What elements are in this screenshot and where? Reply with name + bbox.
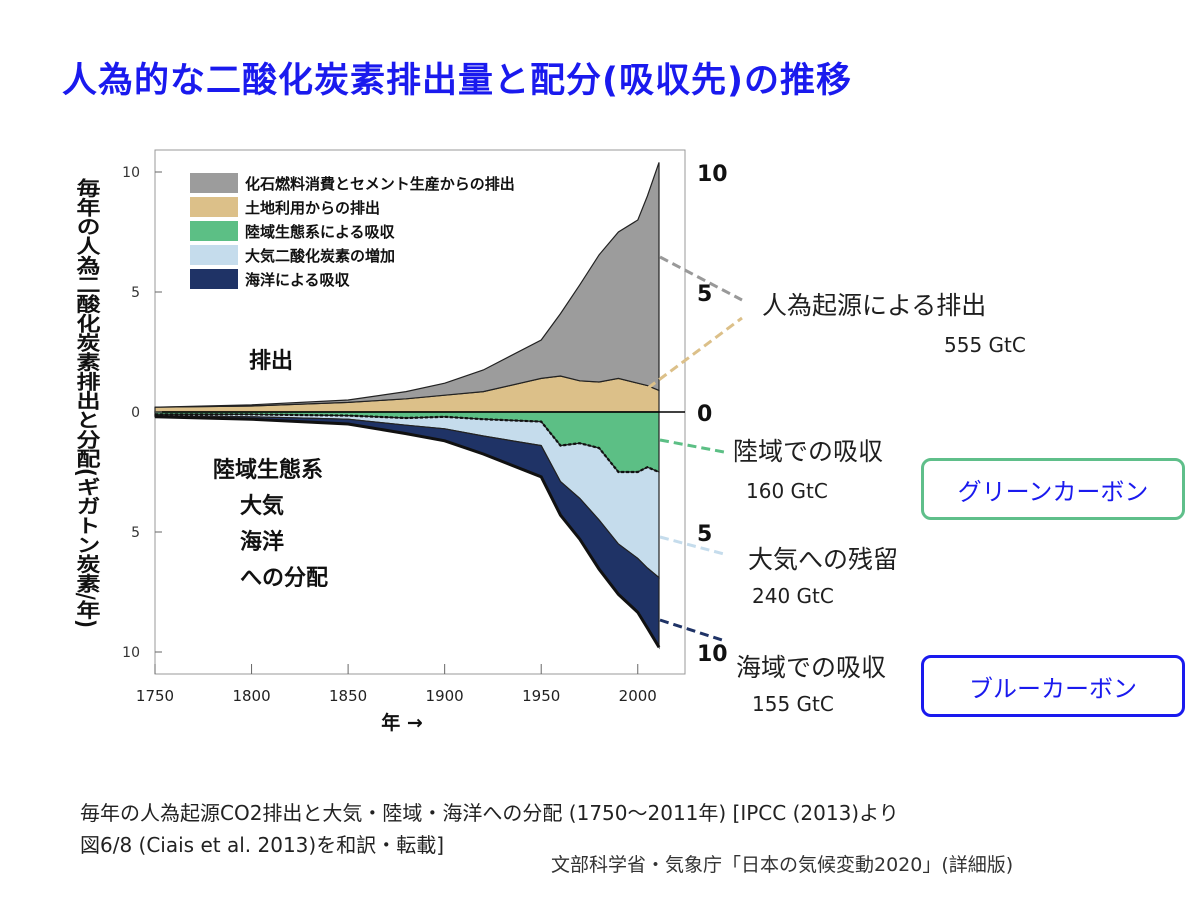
x-tick-label: 1750 — [136, 687, 174, 705]
legend-swatch — [190, 197, 238, 217]
y-tick-label-right: 0 — [697, 402, 712, 427]
fossil-stack-area — [154, 162, 660, 408]
legend-label: 大気二酸化炭素の増加 — [245, 247, 395, 265]
y-tick-label-left: 0 — [131, 405, 140, 421]
allocation-region-label: 大気 — [240, 493, 284, 519]
annotation-land-label: 陸域での吸収 — [733, 437, 884, 466]
annotation-emission-value: 555 GtC — [944, 333, 1026, 357]
legend-label: 土地利用からの排出 — [245, 199, 380, 217]
y-tick-label-left: 5 — [131, 525, 140, 541]
y-tick-label-right: 10 — [697, 642, 728, 667]
leader-landuse — [647, 316, 743, 390]
y-tick-label-left: 10 — [122, 645, 140, 661]
figure-caption: 毎年の人為起源CO2排出と大気・陸域・海洋への分配 (1750〜2011年) [… — [80, 797, 899, 861]
leader-land-sink — [659, 438, 725, 454]
allocation-region-label: への分配 — [240, 566, 328, 591]
y-tick-label-right: 10 — [697, 162, 728, 187]
x-tick-label: 1850 — [329, 687, 367, 705]
leader-ocean — [659, 618, 723, 642]
y-tick-label-right: 5 — [697, 282, 712, 307]
legend-label: 陸域生態系による吸収 — [245, 223, 396, 241]
allocation-region-label: 陸域生態系 — [213, 457, 323, 483]
annotation-land-value: 160 GtC — [746, 479, 828, 503]
legend-swatch — [190, 221, 238, 241]
caption-line-1: 毎年の人為起源CO2排出と大気・陸域・海洋への分配 (1750〜2011年) [… — [80, 801, 899, 825]
y-axis-label: 毎年の人為二酸化炭素排出と分配(ギガトン炭素/年) — [72, 178, 100, 628]
legend-label: 化石燃料消費とセメント生産からの排出 — [245, 175, 515, 193]
caption-line-2: 図6/8 (Ciais et al. 2013)を和訳・転載] — [80, 833, 444, 857]
source-credit: 文部科学省・気象庁「日本の気候変動2020」(詳細版) — [551, 854, 1014, 876]
y-tick-label-left: 5 — [131, 285, 140, 301]
land-sink-outline — [155, 413, 660, 474]
x-axis-label: 年 → — [381, 711, 423, 734]
leader-atmosphere — [659, 535, 725, 556]
y-tick-label-right: 5 — [697, 522, 712, 547]
emission-region-label: 排出 — [249, 349, 293, 374]
leader-fossil — [659, 255, 743, 302]
legend-label: 海洋による吸収 — [245, 271, 351, 289]
blue-carbon-badge: ブルーカーボン — [921, 655, 1185, 717]
ocean-sink-outline — [154, 415, 661, 648]
x-tick-label: 1800 — [232, 687, 270, 705]
x-tick-label: 2000 — [619, 687, 657, 705]
legend-swatch — [190, 173, 238, 193]
y-tick-label-left: 10 — [122, 165, 140, 181]
legend-swatch — [190, 245, 238, 265]
annotation-ocean-label: 海域での吸収 — [736, 653, 887, 682]
green-carbon-badge: グリーンカーボン — [921, 458, 1185, 520]
page-title: 人為的な二酸化炭素排出量と配分(吸収先)の推移 — [62, 61, 852, 101]
annotation-emission-label: 人為起源による排出 — [762, 291, 987, 320]
annotation-atmosphere-value: 240 GtC — [752, 584, 834, 608]
annotation-atmosphere-label: 大気への残留 — [748, 545, 899, 574]
allocation-region-label: 海洋 — [240, 529, 284, 555]
x-tick-label: 1900 — [426, 687, 464, 705]
x-tick-label: 1950 — [522, 687, 560, 705]
legend-swatch — [190, 269, 238, 289]
annotation-ocean-value: 155 GtC — [752, 692, 834, 716]
